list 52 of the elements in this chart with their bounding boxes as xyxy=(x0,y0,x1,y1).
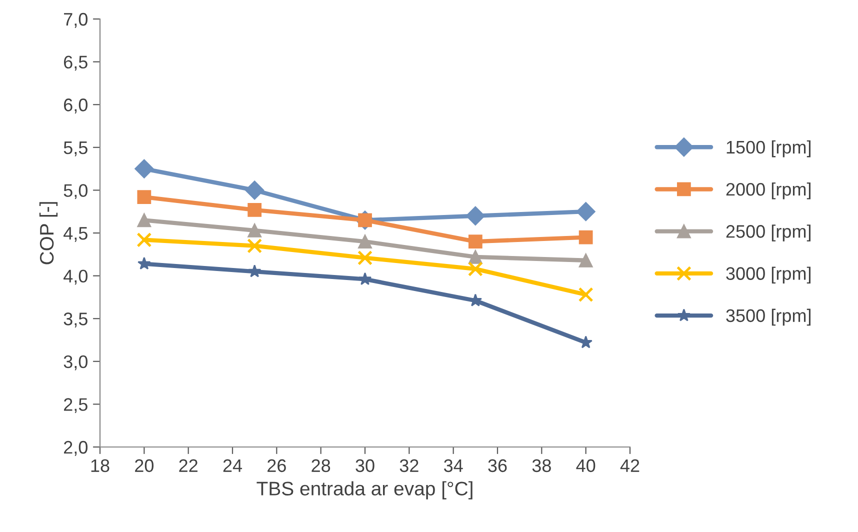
point xyxy=(468,250,482,264)
y-tick-label: 6,5 xyxy=(64,56,88,71)
legend-label: 2000 [rpm] xyxy=(726,182,810,200)
point xyxy=(248,264,262,278)
point xyxy=(137,213,152,228)
x-tick-label: 42 xyxy=(620,459,640,472)
x-tick-label: 36 xyxy=(488,459,507,472)
legend-label: 1500 [rpm] xyxy=(726,140,810,158)
point xyxy=(576,202,596,222)
y-tick-label: 4,5 xyxy=(64,227,88,242)
point xyxy=(247,238,262,254)
x-tick-label: 18 xyxy=(91,459,110,472)
y-axis-title: COP [-] xyxy=(39,202,58,264)
point xyxy=(578,287,594,302)
x-tick-label: 28 xyxy=(312,459,330,472)
x-tick-label: 24 xyxy=(223,459,242,472)
x-tick-label: 26 xyxy=(268,459,286,472)
x-axis-title: TBS entrada ar evap [°C] xyxy=(256,481,472,500)
point xyxy=(245,180,264,200)
legend-label: 3000 [rpm] xyxy=(726,266,810,284)
point xyxy=(134,159,154,178)
point xyxy=(578,230,593,244)
point xyxy=(248,223,262,238)
y-tick-label: 2,5 xyxy=(64,398,88,414)
y-tick-label: 7,0 xyxy=(64,12,88,28)
y-tick-label: 2,0 xyxy=(64,440,88,456)
point xyxy=(578,253,593,268)
point xyxy=(248,202,262,217)
point xyxy=(468,234,482,249)
point xyxy=(358,272,372,285)
x-tick-label: 34 xyxy=(444,459,463,472)
legend-label: 2500 [rpm] xyxy=(726,224,810,242)
x-tick-label: 20 xyxy=(135,459,154,472)
y-tick-label: 3,0 xyxy=(64,355,88,370)
point xyxy=(468,261,483,276)
x-tick-label: 32 xyxy=(400,459,418,472)
x-tick-label: 40 xyxy=(576,459,596,472)
point xyxy=(466,206,485,226)
x-tick-label: 22 xyxy=(179,459,198,472)
y-tick-label: 6,0 xyxy=(64,98,88,114)
y-tick-label: 5,5 xyxy=(64,142,88,156)
x-tick-label: 30 xyxy=(356,459,374,472)
point xyxy=(358,234,372,249)
y-tick-label: 5,0 xyxy=(64,184,88,200)
point xyxy=(137,190,152,204)
point xyxy=(138,256,151,270)
point xyxy=(358,250,372,266)
y-tick-label: 4,0 xyxy=(64,270,88,285)
point xyxy=(136,232,152,248)
x-tick-label: 38 xyxy=(532,459,551,472)
y-tick-label: 3,5 xyxy=(64,312,88,328)
legend-label: 3500 [rpm] xyxy=(726,308,810,326)
